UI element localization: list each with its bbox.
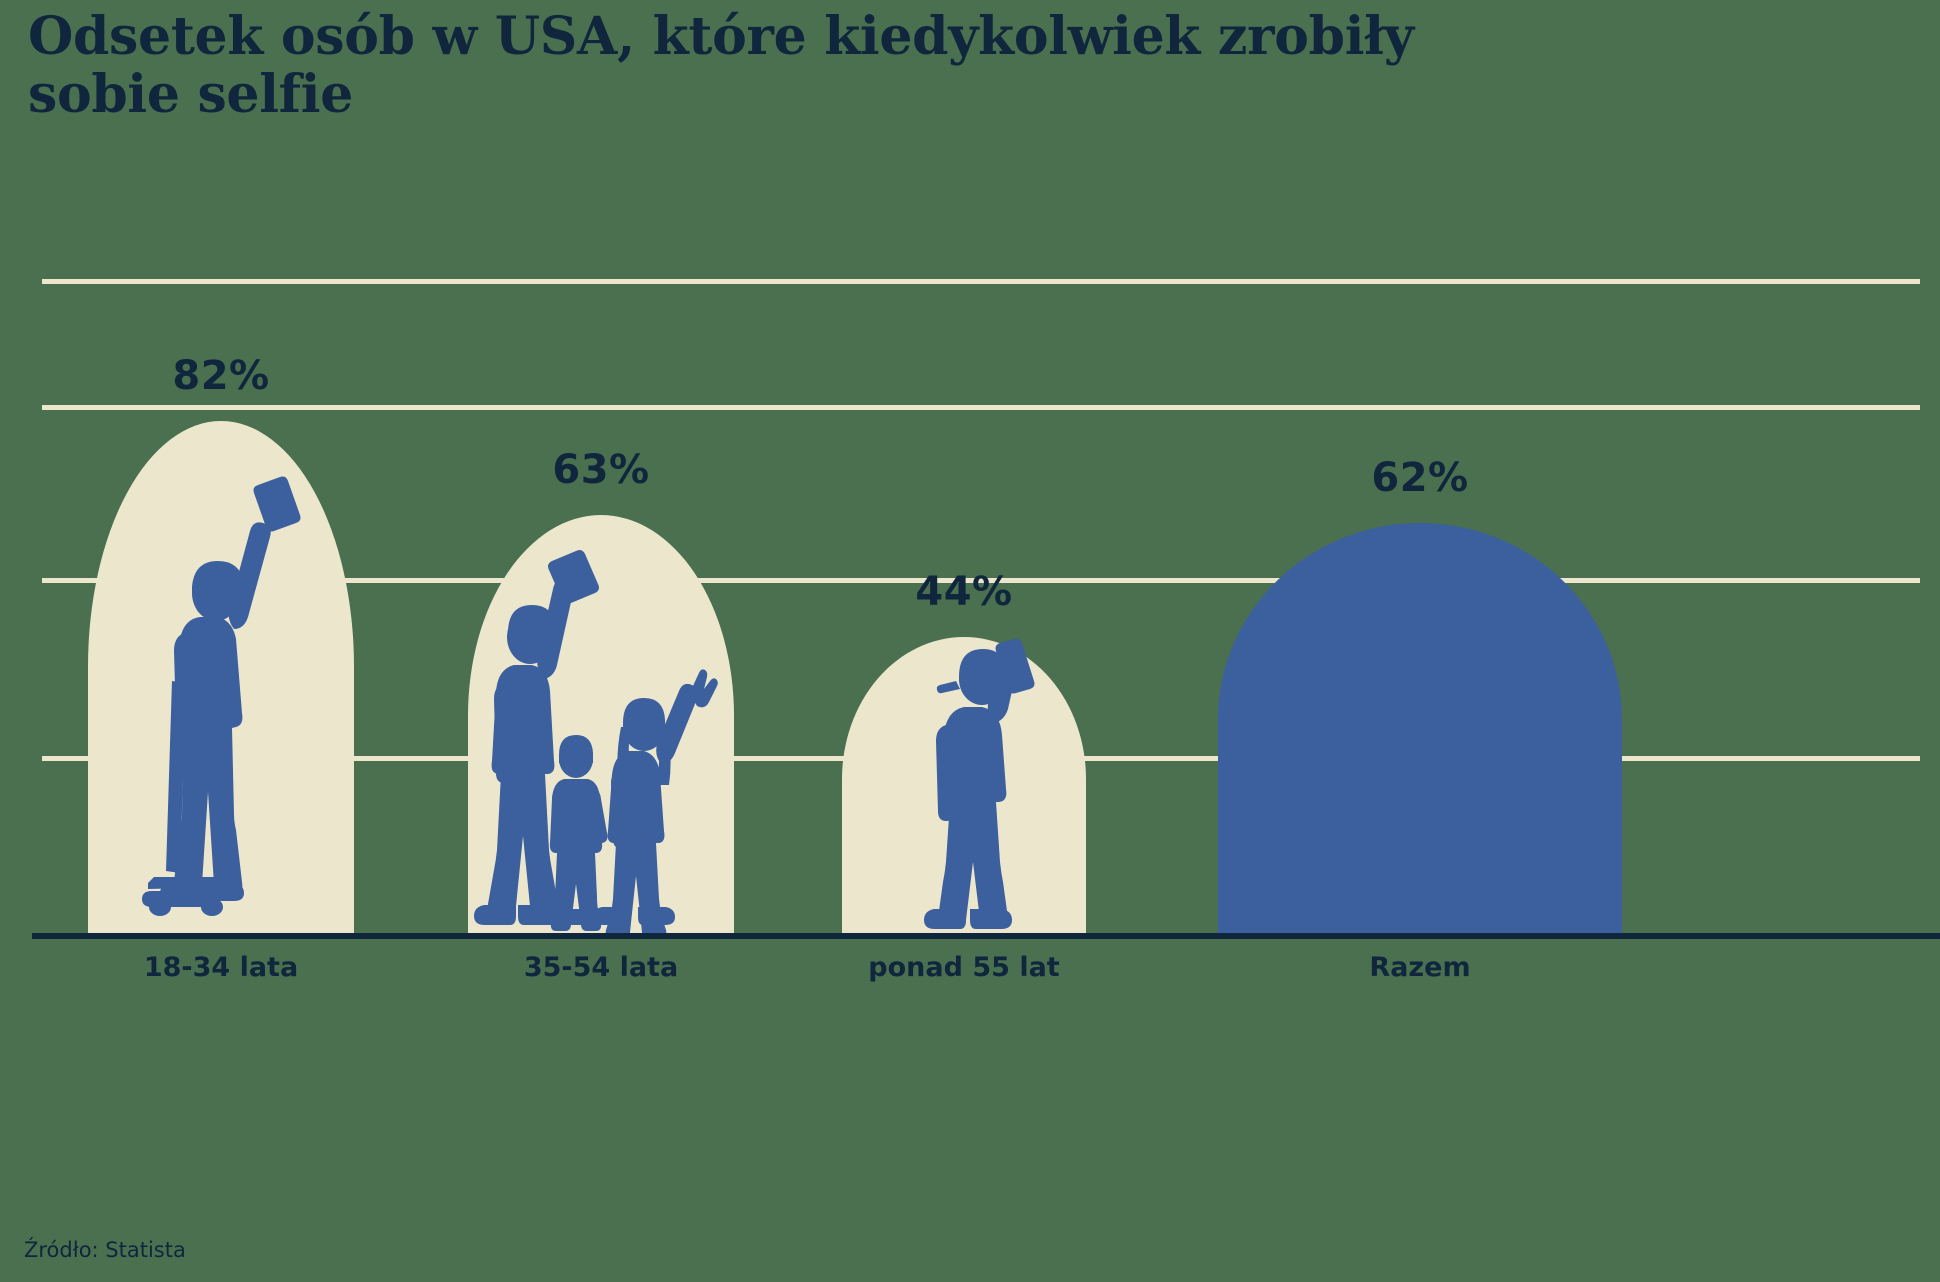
bar-55-plus[interactable]: 44%	[842, 569, 1086, 933]
source-note: Źródło: Statista	[24, 1238, 186, 1262]
gridline-60	[42, 578, 1920, 583]
gridline-100	[42, 279, 1920, 284]
bar-shape-55-plus	[842, 637, 1086, 933]
bar-value-55-plus: 44%	[915, 569, 1013, 615]
category-label-55-plus: ponad 55 lat	[868, 952, 1060, 983]
bar-value-18-34: 82%	[172, 353, 270, 399]
bar-35-54[interactable]: 63%	[468, 447, 734, 933]
bar-value-razem: 62%	[1371, 455, 1469, 501]
category-label-18-34: 18-34 lata	[143, 952, 299, 983]
page-title: Odsetek osób w USA, które kiedykolwiek z…	[28, 6, 1414, 126]
bar-value-35-54: 63%	[552, 447, 650, 493]
x-axis-line	[32, 933, 1940, 939]
category-label-razem: Razem	[1369, 952, 1471, 983]
bar-razem[interactable]: 62%	[1218, 455, 1622, 933]
category-label-35-54: 35-54 lata	[523, 952, 679, 983]
bar-shape-35-54	[468, 515, 734, 933]
gridline-80	[42, 405, 1920, 410]
bar-18-34[interactable]: 82%	[88, 353, 354, 933]
bar-shape-razem	[1218, 523, 1622, 933]
bar-shape-18-34	[88, 421, 354, 933]
